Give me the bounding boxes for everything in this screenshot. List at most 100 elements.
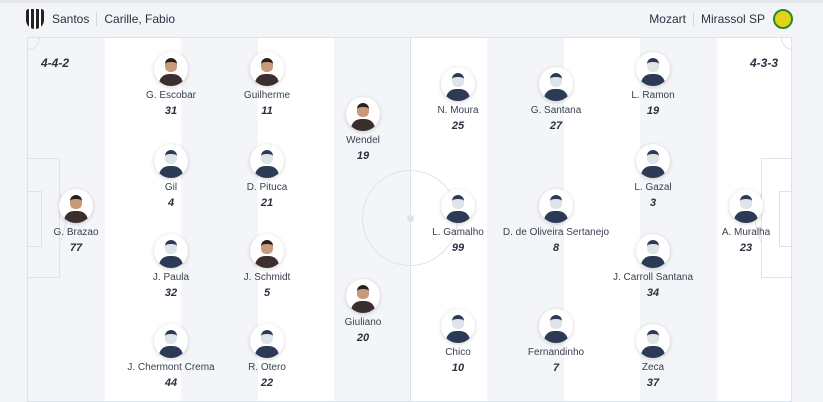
player-number: 4 (167, 197, 175, 209)
home-player[interactable]: J. Schmidt 5 (207, 234, 327, 299)
center-spot (407, 215, 414, 222)
home-player[interactable]: Guilherme 11 (207, 52, 327, 117)
player-photo (59, 189, 93, 223)
player-name: G. Santana (530, 105, 582, 116)
away-team-name[interactable]: Mirassol SP (700, 12, 765, 26)
home-formation: 4-4-2 (41, 56, 70, 70)
player-silhouette-icon (539, 67, 573, 101)
player-silhouette-icon (636, 144, 670, 178)
away-player[interactable]: L. Gazal 3 (593, 144, 713, 209)
home-player[interactable]: J. Chermont Crema 44 (111, 324, 231, 389)
player-number: 23 (739, 242, 753, 254)
away-formation: 4-3-3 (749, 56, 778, 70)
away-player[interactable]: Fernandinho 7 (496, 309, 616, 374)
home-player[interactable]: Gil 4 (111, 144, 231, 209)
away-player[interactable]: G. Santana 27 (496, 67, 616, 132)
home-player[interactable]: J. Paula 32 (111, 234, 231, 299)
player-name: D. de Oliveira Sertanejo (502, 227, 610, 238)
home-coach-name[interactable]: Carille, Fabio (104, 12, 176, 26)
away-player[interactable]: A. Muralha 23 (686, 189, 791, 254)
player-silhouette-icon (539, 309, 573, 343)
home-player[interactable]: G. Escobar 31 (111, 52, 231, 117)
away-coach-name[interactable]: Mozart (649, 12, 686, 26)
player-name: Wendel (346, 135, 380, 146)
player-name: L. Gazal (634, 182, 672, 193)
away-player[interactable]: L. Ramon 19 (593, 52, 713, 117)
home-player[interactable]: G. Brazao 77 (28, 189, 136, 254)
player-silhouette-icon (250, 144, 284, 178)
home-player[interactable]: Wendel 19 (303, 97, 423, 162)
player-number: 10 (451, 362, 465, 374)
player-number: 20 (356, 332, 370, 344)
away-player[interactable]: Zeca 37 (593, 324, 713, 389)
player-number: 32 (164, 287, 178, 299)
player-silhouette-icon (729, 189, 763, 223)
player-name: Fernandinho (527, 347, 585, 358)
player-number: 19 (646, 105, 660, 117)
player-number: 77 (69, 242, 83, 254)
player-silhouette-icon (441, 189, 475, 223)
player-name: Chico (445, 347, 471, 358)
home-team-name[interactable]: Santos (52, 12, 90, 26)
player-photo (250, 234, 284, 268)
player-name: L. Ramon (631, 90, 675, 101)
pitch: 4-4-2 4-3-3 G. Brazao 77 G. Escobar 31 Gil 4 J… (27, 37, 792, 402)
player-name: Giuliano (344, 317, 382, 328)
player-silhouette-icon (441, 67, 475, 101)
player-silhouette-icon (154, 144, 188, 178)
player-number: 22 (260, 377, 274, 389)
player-name: G. Brazao (53, 227, 99, 238)
player-name: A. Muralha (721, 227, 771, 238)
player-photo (346, 97, 380, 131)
away-player[interactable]: N. Moura 25 (398, 67, 518, 132)
player-photo (250, 52, 284, 86)
player-number: 31 (164, 105, 178, 117)
player-name: J. Carroll Santana (612, 272, 694, 283)
player-name: D. Pituca (246, 182, 288, 193)
home-player[interactable]: Giuliano 20 (303, 279, 423, 344)
left-penalty-box (28, 158, 60, 278)
player-name: J. Paula (152, 272, 190, 283)
pitch-stripe (181, 38, 258, 401)
player-number: 44 (164, 377, 178, 389)
player-number: 21 (260, 197, 274, 209)
right-goal-area (779, 191, 791, 247)
player-name: J. Schmidt (243, 272, 291, 283)
player-number: 37 (646, 377, 660, 389)
player-name: Gil (164, 182, 178, 193)
player-silhouette-icon (636, 52, 670, 86)
home-player[interactable]: D. Pituca 21 (207, 144, 327, 209)
player-silhouette-icon (539, 189, 573, 223)
player-name: L. Gamalho (432, 227, 484, 238)
player-number: 25 (451, 120, 465, 132)
player-number: 8 (552, 242, 560, 254)
player-number: 99 (451, 242, 465, 254)
player-silhouette-icon (636, 234, 670, 268)
home-player[interactable]: R. Otero 22 (207, 324, 327, 389)
home-team-header: Santos Carille, Fabio (26, 9, 175, 29)
player-number: 5 (263, 287, 271, 299)
away-player[interactable]: L. Gamalho 99 (398, 189, 518, 254)
right-penalty-box (761, 158, 791, 278)
player-number: 19 (356, 150, 370, 162)
away-player[interactable]: J. Carroll Santana 34 (593, 234, 713, 299)
player-name: Guilherme (243, 90, 291, 101)
player-number: 27 (549, 120, 563, 132)
away-player[interactable]: D. de Oliveira Sertanejo 8 (496, 189, 616, 254)
player-silhouette-icon (154, 324, 188, 358)
player-name: G. Escobar (145, 90, 197, 101)
player-photo (154, 52, 188, 86)
away-player[interactable]: Chico 10 (398, 309, 518, 374)
left-goal-area (28, 191, 42, 247)
player-number: 3 (649, 197, 657, 209)
player-silhouette-icon (250, 324, 284, 358)
player-name: Zeca (641, 362, 665, 373)
player-silhouette-icon (441, 309, 475, 343)
player-name: N. Moura (437, 105, 479, 116)
lineup-header: Santos Carille, Fabio Mozart Mirassol SP (0, 3, 823, 37)
player-number: 7 (552, 362, 560, 374)
player-number: 11 (261, 105, 273, 117)
player-photo (346, 279, 380, 313)
player-number: 34 (646, 287, 660, 299)
divider (692, 12, 694, 26)
